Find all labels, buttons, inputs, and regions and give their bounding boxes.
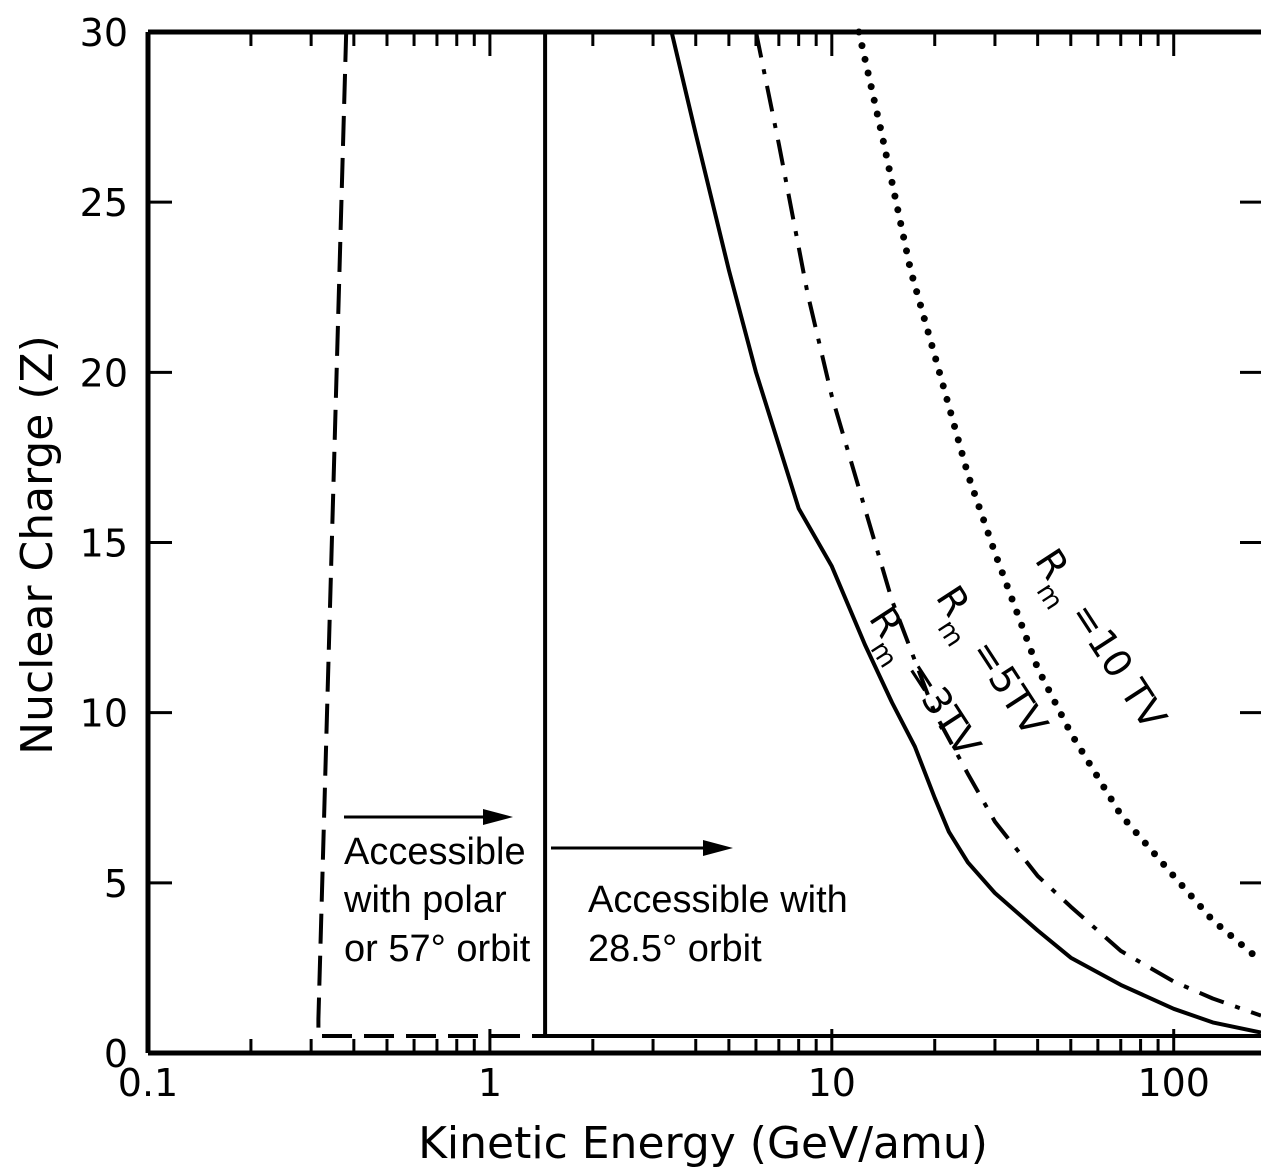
annotation-28-5: Accessible with 28.5° orbit xyxy=(588,879,848,970)
boundary-line-1 xyxy=(316,31,546,1038)
annotation-polar: Accessible with polar or 57° orbit xyxy=(343,831,531,970)
tick-labels: 0.1 1 10 100 0 5 10 15 20 25 30 xyxy=(80,11,1210,1105)
y-tick-label: 15 xyxy=(80,522,128,566)
y-tick-label: 30 xyxy=(80,11,128,55)
series-line-1 xyxy=(669,31,1261,1035)
arrow-polar-head xyxy=(483,809,513,825)
curves-layer xyxy=(316,28,1261,1038)
y-tick-label: 25 xyxy=(80,181,128,225)
y-axis-title: Nuclear Charge (Z) xyxy=(12,335,63,755)
annotation-polar-line-2: with polar xyxy=(343,879,507,921)
x-tick-label: 100 xyxy=(1137,1061,1210,1105)
y-tick-label: 5 xyxy=(104,862,128,906)
y-tick-label: 10 xyxy=(80,692,128,736)
annotation-28-5-line-1: Accessible with xyxy=(588,879,848,921)
annotation-polar-line-3: or 57° orbit xyxy=(344,928,531,970)
boundary-line-2 xyxy=(543,32,1261,1038)
y-tick-label: 0 xyxy=(104,1032,128,1076)
arrow-28-5 xyxy=(551,840,733,856)
curve-label-3tv: Rm =3TV xyxy=(850,599,990,772)
annotation-28-5-line-2: 28.5° orbit xyxy=(588,928,762,970)
arrows-layer xyxy=(344,809,733,856)
arrow-28-5-head xyxy=(703,840,733,856)
x-tick-label: 10 xyxy=(808,1061,856,1105)
arrow-polar xyxy=(344,809,513,825)
x-axis-title: Kinetic Energy (GeV/amu) xyxy=(418,1118,988,1169)
x-tick-label: 0.1 xyxy=(118,1061,178,1105)
tick-marks xyxy=(146,30,1261,1055)
series-line-3 xyxy=(855,28,1261,965)
annotation-polar-line-1: Accessible xyxy=(344,831,526,873)
x-tick-label: 1 xyxy=(478,1061,502,1105)
y-tick-label: 20 xyxy=(80,351,128,395)
series-line-2 xyxy=(754,31,1261,1018)
